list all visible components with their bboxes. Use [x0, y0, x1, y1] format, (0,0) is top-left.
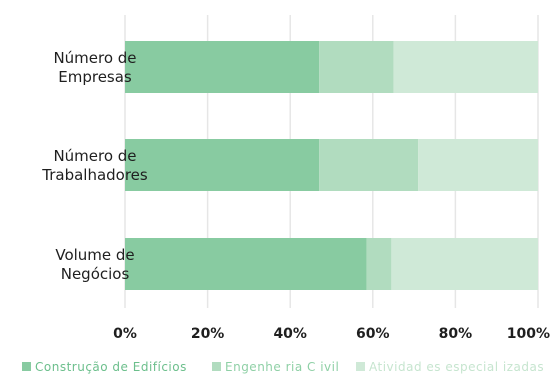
x-tick-label: 0%: [113, 326, 137, 342]
legend-item-2: Engenhe ria C ivil: [212, 360, 339, 374]
legend-label: Construção de Edifícios: [35, 360, 187, 374]
bar-segment-3-1: [125, 238, 367, 290]
bar-segment-3-3: [391, 238, 538, 290]
x-tick-label: 40%: [273, 326, 307, 342]
bar-segment-1-1: [125, 41, 320, 93]
legend-item-3: Atividad es especial izadas: [356, 360, 544, 374]
category-label-2: Número de Trabalhadores: [41, 147, 148, 184]
legend: Construção de Edifícios Engenhe ria C ivi…: [22, 360, 544, 374]
legend-swatch: [22, 362, 31, 371]
x-tick-label: 20%: [191, 326, 225, 342]
category-label-line: Negócios: [61, 265, 130, 283]
bar-segment-2-1: [125, 139, 320, 191]
x-tick-label: 80%: [439, 326, 473, 342]
category-label-line: Empresas: [58, 68, 132, 86]
legend-swatch: [212, 362, 221, 371]
bar-segment-3-2: [366, 238, 392, 290]
x-tick-label: 60%: [356, 326, 390, 342]
legend-label: Atividad es especial izadas: [369, 360, 544, 374]
category-label-line: Número de: [53, 147, 136, 165]
legend-label: Engenhe ria C ivil: [225, 360, 339, 374]
category-label-line: Número de: [53, 49, 136, 67]
category-label-line: Volume de: [55, 246, 134, 264]
bar-segment-1-2: [319, 41, 394, 93]
bars: [125, 41, 538, 290]
x-tick-label: 100%: [507, 326, 550, 342]
bar-segment-2-3: [418, 139, 538, 191]
legend-swatch: [356, 362, 365, 371]
category-label-3: Volume de Negócios: [55, 246, 134, 283]
x-tick-labels: 0% 20% 40% 60% 80% 100%: [113, 326, 550, 342]
legend-item-1: Construção de Edifícios: [22, 360, 187, 374]
category-label-1: Número de Empresas: [53, 49, 136, 86]
bar-segment-1-3: [393, 41, 538, 93]
bar-segment-2-2: [319, 139, 419, 191]
category-label-line: Trabalhadores: [41, 166, 148, 184]
